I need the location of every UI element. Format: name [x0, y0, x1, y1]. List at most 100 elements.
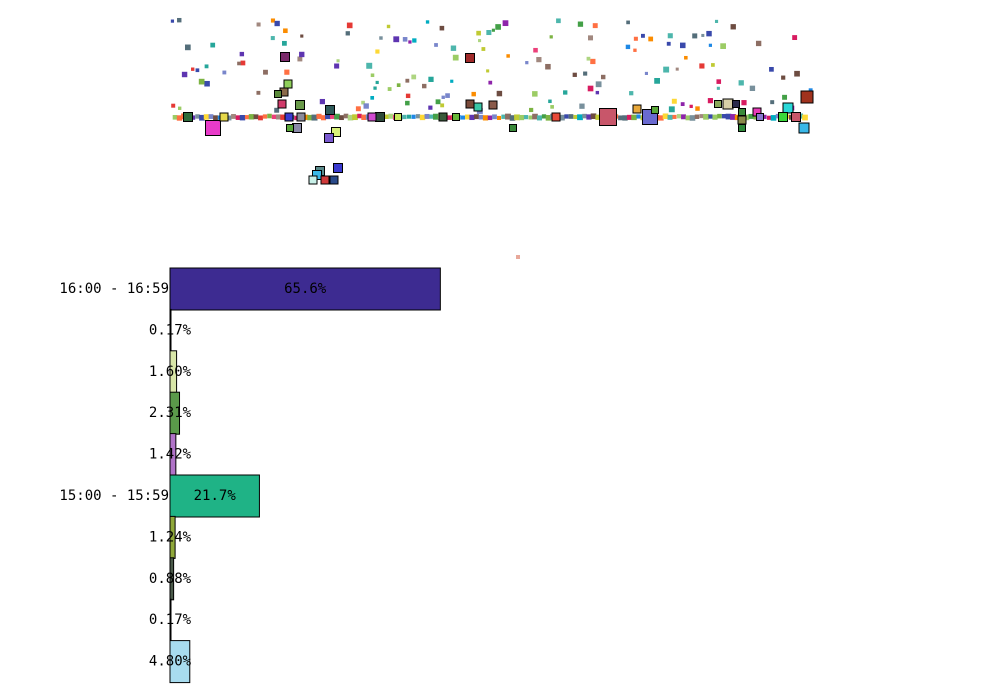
scatter-point-109: [662, 113, 669, 120]
scatter-point-113: [681, 114, 686, 120]
scatter-point-1: [176, 115, 183, 121]
scatter-point-158: [239, 51, 245, 57]
scatter-point-115: [689, 115, 696, 121]
scatter-point-148: [701, 33, 705, 37]
scatter-point-102: [631, 114, 637, 121]
scatter-point-255: [387, 87, 392, 91]
scatter-point-284: [393, 36, 400, 43]
scatter-point-30: [307, 114, 313, 121]
scatter-point-225: [545, 63, 551, 70]
scatter-point-190: [274, 107, 280, 113]
scatter-point-221: [346, 22, 353, 29]
scatter-point-157: [270, 18, 276, 23]
scatter-point-174: [808, 88, 813, 93]
scatter-point-210: [177, 17, 182, 23]
scatter-point-231: [170, 19, 175, 23]
scatter-point-236: [184, 44, 191, 51]
scatter-point-326: [632, 104, 642, 114]
scatter-point-118: [703, 113, 709, 120]
scatter-point-168: [532, 91, 538, 97]
scatter-point-86: [559, 114, 565, 121]
scatter-point-258: [714, 19, 719, 23]
scatter-point-88: [568, 114, 574, 119]
scatter-point-167: [370, 96, 375, 100]
scatter-point-128: [748, 113, 754, 119]
scatter-point-176: [396, 83, 401, 87]
scatter-point-143: [695, 106, 700, 111]
scatter-point-57: [429, 114, 434, 119]
scatter-point-54: [415, 114, 421, 119]
scatter-point-131: [762, 114, 767, 119]
bar-value-label-5: 21.7%: [194, 488, 237, 504]
scatter-point-41: [357, 113, 362, 119]
scatter-point-320: [438, 112, 448, 122]
scatter-point-68: [478, 114, 484, 120]
scatter-point-232: [536, 57, 542, 63]
scatter-point-52: [406, 114, 412, 119]
scatter-point-341: [516, 255, 520, 259]
scatter-point-39: [347, 114, 354, 121]
scatter-point-311: [320, 175, 330, 185]
scatter-point-335: [782, 102, 794, 114]
scatter-point-101: [626, 114, 633, 120]
scatter-point-266: [411, 74, 417, 80]
scatter-point-172: [720, 43, 726, 49]
scatter-point-319: [488, 100, 498, 110]
scatter-point-273: [792, 35, 798, 41]
scatter-point-71: [492, 114, 497, 120]
scatter-point-222: [375, 80, 379, 85]
scatter-point-267: [684, 55, 688, 60]
scatter-point-42: [361, 114, 367, 120]
scatter-point-300: [284, 112, 294, 122]
scatter-point-214: [626, 20, 630, 25]
scatter-point-310: [308, 175, 318, 185]
bar-value-label-8: 0.17%: [149, 612, 192, 628]
scatter-point-40: [352, 114, 358, 121]
scatter-point-245: [363, 103, 369, 109]
scatter-point-260: [668, 106, 675, 113]
scatter-point-313: [375, 112, 385, 122]
scatter-point-55: [419, 114, 426, 121]
scatter-point-181: [366, 62, 373, 69]
scatter-point-69: [482, 115, 489, 121]
scatter-point-0: [172, 115, 178, 120]
scatter-point-289: [405, 100, 410, 106]
scatter-point-248: [590, 58, 596, 65]
bar-5: [169, 474, 260, 518]
scatter-point-328: [714, 100, 722, 108]
scatter-point-303: [286, 124, 294, 132]
scatter-point-188: [781, 75, 786, 80]
scatter-point-331: [738, 108, 746, 116]
scatter-point-201: [663, 66, 670, 73]
scatter-point-194: [439, 25, 445, 31]
scatter-point-333: [738, 124, 746, 132]
bar-value-label-9: 4.80%: [149, 654, 192, 670]
scatter-point-317: [465, 99, 475, 109]
scatter-point-142: [471, 91, 476, 97]
scatter-point-228: [587, 85, 594, 92]
scatter-point-336: [778, 112, 788, 122]
scatter-point-110: [667, 114, 673, 120]
scatter-point-324: [599, 108, 617, 126]
scatter-point-35: [330, 114, 335, 119]
scatter-point-287: [563, 90, 568, 95]
scatter-point-19: [258, 115, 263, 121]
scatter-point-291: [205, 120, 221, 136]
scatter-point-249: [181, 71, 188, 78]
scatter-point-243: [588, 35, 594, 41]
scatter-point-81: [536, 115, 543, 121]
scatter-point-161: [386, 24, 391, 29]
scatter-point-254: [283, 28, 288, 34]
scatter-point-322: [551, 112, 561, 122]
scatter-point-192: [755, 40, 762, 47]
scatter-point-67: [474, 114, 479, 120]
scatter-point-185: [671, 98, 677, 104]
scatter-point-122: [721, 114, 727, 119]
scatter-point-180: [699, 63, 705, 69]
scatter-point-304: [325, 105, 335, 115]
scatter-point-72: [496, 115, 502, 120]
scatter-point-117: [699, 114, 704, 119]
scatter-point-274: [600, 74, 606, 80]
scatter-point-179: [633, 48, 637, 52]
scatter-point-218: [548, 99, 552, 104]
